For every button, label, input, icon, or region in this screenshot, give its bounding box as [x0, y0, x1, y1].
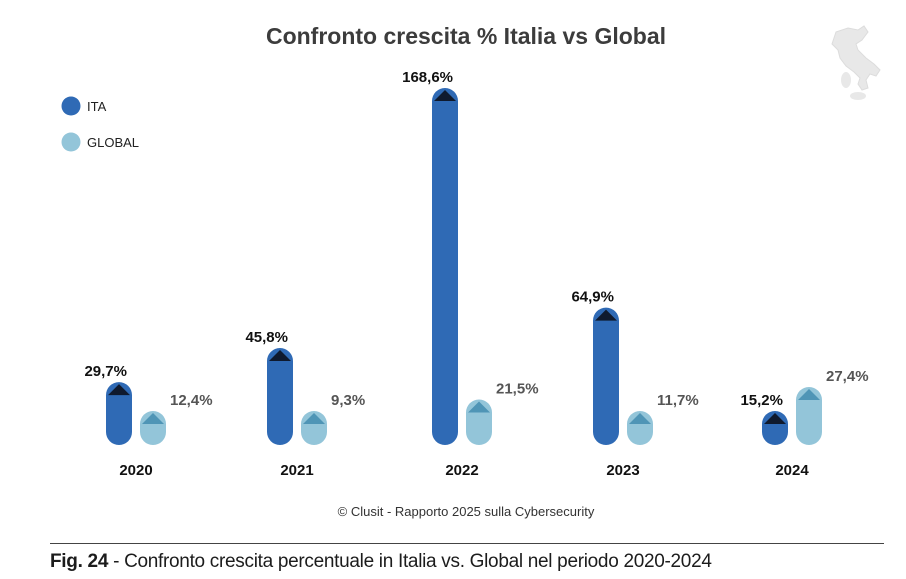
bar-ita-2020 [106, 382, 132, 445]
italy-map-icon [831, 25, 881, 100]
bar-cap-global-2022 [468, 401, 490, 413]
bar-ita-2021 [267, 348, 293, 445]
value-label-global-2024: 27,4% [826, 368, 869, 385]
bar-cap-ita-2020 [108, 384, 130, 396]
value-label-ita-2024: 15,2% [740, 392, 783, 409]
bar-cap-global-2021 [303, 413, 325, 424]
legend: ITA GLOBAL [61, 96, 139, 152]
value-label-global-2021: 9,3% [331, 392, 365, 409]
caption-divider [50, 543, 884, 544]
bar-cap-ita-2021 [269, 350, 291, 362]
value-label-global-2023: 11,7% [657, 392, 699, 409]
figure-label: Fig. 24 [50, 551, 109, 572]
bars-layer: 29,7% 12,4% 2020 45,8% 9,3% 2021 168,6% 21,5% 20… [84, 69, 868, 479]
bar-cap-global-2020 [142, 413, 164, 424]
bar-cap-global-2023 [629, 413, 651, 424]
x-tick-2020: 2020 [119, 462, 152, 479]
legend-ita-label: ITA [87, 99, 107, 114]
value-label-global-2020: 12,4% [170, 392, 213, 409]
legend-global-swatch [61, 132, 81, 152]
x-tick-2021: 2021 [280, 462, 313, 479]
x-tick-2022: 2022 [445, 462, 478, 479]
value-label-global-2022: 21,5% [496, 380, 539, 397]
bar-cap-ita-2023 [595, 309, 617, 321]
value-label-ita-2022: 168,6% [402, 69, 453, 86]
legend-global-label: GLOBAL [87, 135, 139, 150]
value-label-ita-2020: 29,7% [84, 363, 127, 380]
value-label-ita-2021: 45,8% [245, 329, 288, 346]
x-tick-2024: 2024 [775, 462, 809, 479]
legend-ita-swatch [61, 96, 81, 116]
source-note: © Clusit - Rapporto 2025 sulla Cybersecu… [338, 504, 595, 519]
figure-caption: Fig. 24 - Confronto crescita percentuale… [50, 551, 712, 573]
bar-cap-ita-2022 [434, 90, 456, 101]
chart-title: Confronto crescita % Italia vs Global [266, 23, 666, 49]
value-label-ita-2023: 64,9% [571, 289, 614, 306]
bar-ita-2022 [432, 88, 458, 445]
bar-cap-ita-2024 [764, 413, 786, 424]
bar-cap-global-2024 [798, 388, 820, 400]
x-tick-2023: 2023 [606, 462, 639, 479]
figure-caption-text: - Confronto crescita percentuale in Ital… [108, 551, 712, 572]
bar-ita-2023 [593, 307, 619, 445]
bar-global-2024 [796, 386, 822, 445]
